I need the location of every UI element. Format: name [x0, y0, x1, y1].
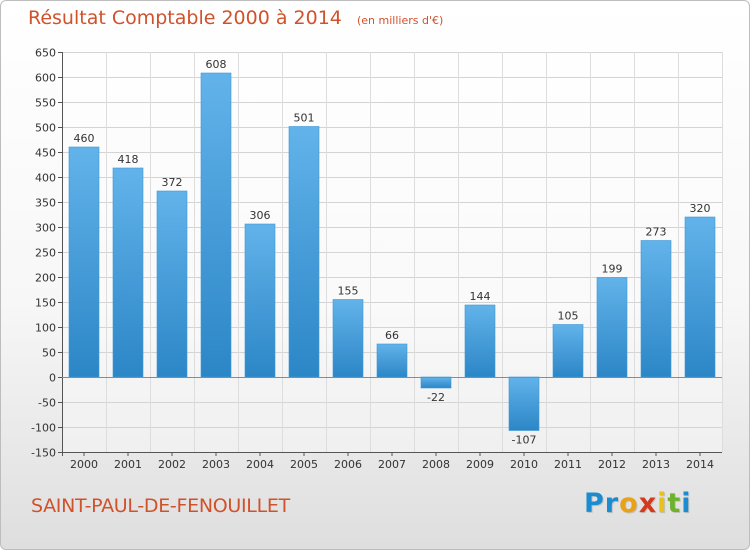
brand-letter: i — [657, 488, 668, 519]
y-tick-label: 400 — [35, 172, 56, 185]
bar — [420, 376, 452, 389]
data-label: 306 — [250, 209, 271, 222]
axis-layer: -150 -100 -50 0 50 100 150 200 250 300 350 400 450 50… — [31, 47, 722, 471]
x-tick-label: 2007 — [378, 458, 406, 471]
bar — [508, 376, 540, 431]
data-label: 155 — [338, 285, 359, 298]
y-tick-label: 600 — [35, 72, 56, 85]
x-tick-label: 2009 — [466, 458, 494, 471]
brand-logo[interactable]: Proxiti — [584, 488, 692, 519]
bar — [68, 146, 100, 378]
x-tick-label: 2014 — [686, 458, 714, 471]
y-tick-label: -100 — [31, 422, 56, 435]
y-tick-label: 500 — [35, 122, 56, 135]
bar — [156, 190, 188, 378]
x-tick-label: 2010 — [510, 458, 538, 471]
y-tick-label: 650 — [35, 47, 56, 60]
data-label: 320 — [690, 202, 711, 215]
data-label: -107 — [512, 434, 537, 447]
brand-letter: P — [584, 488, 605, 519]
y-tick-label: 50 — [42, 347, 56, 360]
brand-letter: i — [681, 488, 692, 519]
data-label: 501 — [294, 112, 315, 125]
chart-subtitle: (en milliers d'€) — [356, 14, 444, 27]
y-tick-label: -50 — [38, 397, 56, 410]
brand-letter: x — [638, 488, 658, 519]
data-label: 460 — [74, 132, 95, 145]
x-tick-label: 2006 — [334, 458, 362, 471]
brand-letter: t — [667, 488, 682, 519]
bar — [112, 167, 144, 378]
y-tick-label: 150 — [35, 297, 56, 310]
brand-letter: r — [604, 488, 620, 519]
y-tick-label: 200 — [35, 272, 56, 285]
brand-letter: o — [619, 488, 639, 519]
bar — [684, 216, 716, 378]
x-tick-label: 2005 — [290, 458, 318, 471]
bar — [464, 304, 496, 378]
data-label: 372 — [162, 176, 183, 189]
y-tick-label: 0 — [49, 372, 56, 385]
x-tick-label: 2013 — [642, 458, 670, 471]
commune-name: SAINT-PAUL-DE-FENOUILLET — [31, 495, 290, 517]
bar — [200, 72, 232, 378]
data-label: 105 — [558, 310, 579, 323]
x-tick-label: 2000 — [70, 458, 98, 471]
data-label: 144 — [470, 290, 491, 303]
bar — [288, 126, 320, 378]
x-tick-label: 2002 — [158, 458, 186, 471]
data-label: 418 — [118, 153, 139, 166]
data-label: 608 — [206, 58, 227, 71]
x-tick-label: 2001 — [114, 458, 142, 471]
data-label: 273 — [646, 226, 667, 239]
y-tick-label: -150 — [31, 447, 56, 460]
y-tick-label: 250 — [35, 247, 56, 260]
bar — [332, 299, 364, 378]
x-tick-label: 2011 — [554, 458, 582, 471]
x-tick-label: 2008 — [422, 458, 450, 471]
bar — [596, 277, 628, 378]
y-tick-label: 300 — [35, 222, 56, 235]
bar — [640, 240, 672, 378]
data-label: -22 — [427, 391, 445, 404]
data-label: 66 — [385, 329, 399, 342]
x-tick-label: 2012 — [598, 458, 626, 471]
y-tick-label: 100 — [35, 322, 56, 335]
y-tick-label: 450 — [35, 147, 56, 160]
bar — [244, 223, 276, 378]
title-row: Résultat Comptable 2000 à 2014 (en milli… — [28, 7, 443, 29]
bar-layer: 460 418 372 608 306 501 155 66 -22 144 -107 105 199 2… — [68, 58, 716, 447]
bar — [376, 343, 408, 378]
x-tick-label: 2004 — [246, 458, 274, 471]
y-tick-label: 550 — [35, 97, 56, 110]
x-tick-label: 2003 — [202, 458, 230, 471]
y-tick-label: 350 — [35, 197, 56, 210]
bar — [552, 324, 584, 378]
data-label: 199 — [602, 263, 623, 276]
chart-title: Résultat Comptable 2000 à 2014 — [28, 7, 342, 29]
